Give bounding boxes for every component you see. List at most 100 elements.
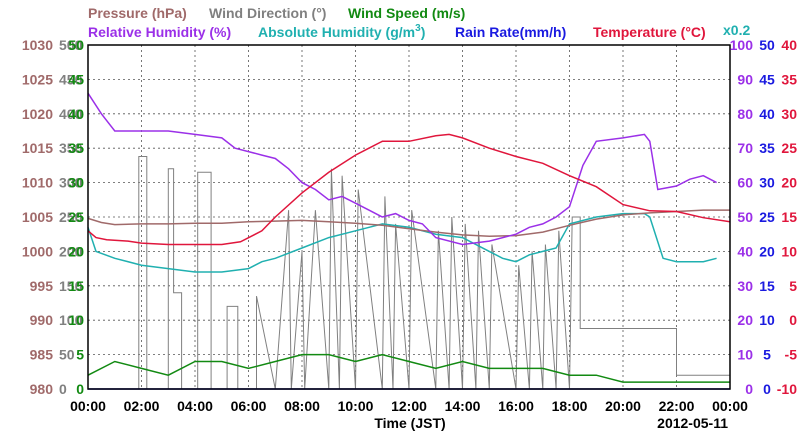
y-tick-temp: -10: [777, 381, 797, 397]
y-tick-wind_dir: 0: [59, 381, 67, 397]
y-tick-rain: 30: [759, 175, 775, 191]
y-tick-rain: 10: [759, 312, 775, 328]
y-tick-pressure: 1025: [22, 71, 53, 87]
series-rel_hum: [87, 92, 717, 246]
y-tick-wind_dir: 300: [59, 175, 83, 191]
y-tick-pressure: 1015: [22, 140, 53, 156]
y-tick-rain: 25: [759, 209, 775, 225]
plot-frame: [87, 44, 731, 390]
y-tick-pressure: 1020: [22, 106, 53, 122]
y-tick-temp: 10: [781, 243, 797, 259]
y-tick-wind_speed: 5: [76, 347, 84, 363]
y-tick-temp: 25: [781, 140, 797, 156]
y-tick-rel_hum: 10: [737, 347, 753, 363]
y-tick-wind_speed: 0: [76, 381, 84, 397]
y-tick-pressure: 1010: [22, 175, 53, 191]
y-tick-rel_hum: 20: [737, 312, 753, 328]
series-temp: [87, 133, 731, 246]
y-tick-rain: 40: [759, 106, 775, 122]
legend-rain-rate: Rain Rate(mm/h): [455, 24, 566, 40]
x-tick-label: 04:00: [177, 398, 213, 414]
series-wind_speed: [87, 353, 730, 383]
y-tick-pressure: 990: [30, 312, 54, 328]
x-tick-label: 14:00: [445, 398, 481, 414]
y-tick-wind_dir: 350: [59, 140, 83, 156]
y-tick-wind_speed: 15: [68, 278, 84, 294]
y-tick-rel_hum: 90: [737, 71, 753, 87]
y-tick-rel_hum: 30: [737, 278, 753, 294]
y-tick-wind_speed: 35: [68, 140, 84, 156]
y-tick-pressure: 980: [30, 381, 54, 397]
x-tick-label: 08:00: [284, 398, 320, 414]
y-tick-wind_dir: 500: [59, 37, 83, 53]
y-tick-wind_speed: 45: [68, 71, 84, 87]
legend-wind-speed: Wind Speed (m/s): [348, 5, 465, 21]
y-tick-temp: -5: [785, 347, 798, 363]
x-tick-label: 18:00: [552, 398, 588, 414]
y-tick-pressure: 1030: [22, 37, 53, 53]
legend-absolute-humidity-text: Absolute Humidity (g/m: [258, 24, 415, 40]
y-tick-wind_dir: 400: [59, 106, 83, 122]
y-tick-wind_speed: 20: [68, 243, 84, 259]
legend-wind-direction: Wind Direction (°): [209, 5, 326, 21]
x-tick-label: 20:00: [605, 398, 641, 414]
y-tick-rain: 15: [759, 278, 775, 294]
y-tick-pressure: 995: [30, 278, 54, 294]
x-tick-label: 16:00: [498, 398, 534, 414]
legend-pressure: Pressure (hPa): [88, 5, 187, 21]
y-tick-rain: 20: [759, 243, 775, 259]
x-tick-label: 02:00: [124, 398, 160, 414]
grid-lines: [88, 45, 730, 389]
y-tick-wind_speed: 10: [68, 312, 84, 328]
legend-relative-humidity: Relative Humidity (%): [88, 24, 231, 40]
y-tick-rel_hum: 50: [737, 209, 753, 225]
y-tick-wind_dir: 100: [59, 312, 83, 328]
x-axis-label: Time (JST): [374, 415, 445, 431]
y-tick-wind_speed: 40: [68, 106, 84, 122]
y-tick-wind_dir: 50: [59, 347, 75, 363]
y-tick-rel_hum: 40: [737, 243, 753, 259]
y-tick-temp: 30: [781, 106, 797, 122]
y-tick-rel_hum: 100: [730, 37, 754, 53]
y-tick-rain: 5: [763, 347, 771, 363]
legend-absolute-humidity: Absolute Humidity (g/m3): [258, 23, 425, 40]
y-tick-temp: 40: [781, 37, 797, 53]
y-tick-rain: 50: [759, 37, 775, 53]
y-tick-wind_dir: 200: [59, 243, 83, 259]
y-tick-temp: 5: [789, 278, 797, 294]
axis-ticks: 00:00 02:00 04:00 06:00 08:00 10:00 12:00 14:00…: [22, 37, 797, 414]
y-tick-rel_hum: 70: [737, 140, 753, 156]
legend-absolute-humidity-sup: 3: [415, 23, 421, 34]
date-label: 2012-05-11: [657, 415, 728, 431]
y-tick-wind_speed: 25: [68, 209, 84, 225]
y-tick-rel_hum: 60: [737, 175, 753, 191]
legend-temperature: Temperature (°C): [593, 24, 706, 40]
x-tick-label: 00:00: [70, 398, 106, 414]
y-tick-wind_dir: 150: [59, 278, 83, 294]
y-tick-wind_dir: 450: [59, 71, 83, 87]
x-tick-label: 00:00: [712, 398, 748, 414]
series-pressure: [87, 209, 730, 238]
y-tick-temp: 20: [781, 175, 797, 191]
y-tick-wind_speed: 30: [68, 175, 84, 191]
y-tick-rel_hum: 0: [745, 381, 753, 397]
series-abs_hum: [87, 212, 717, 273]
y-tick-wind_dir: 250: [59, 209, 83, 225]
y-tick-temp: 15: [781, 209, 797, 225]
y-tick-rel_hum: 80: [737, 106, 753, 122]
y-tick-rain: 35: [759, 140, 775, 156]
legend-absolute-humidity-scale: x0.2: [723, 22, 750, 38]
x-tick-label: 06:00: [231, 398, 267, 414]
y-tick-rain: 45: [759, 71, 775, 87]
y-tick-pressure: 985: [30, 347, 54, 363]
x-tick-label: 22:00: [659, 398, 695, 414]
y-tick-wind_speed: 50: [68, 37, 84, 53]
x-tick-label: 12:00: [391, 398, 427, 414]
y-tick-temp: 0: [789, 312, 797, 328]
y-tick-pressure: 1000: [22, 243, 53, 259]
y-tick-temp: 35: [781, 71, 797, 87]
y-tick-pressure: 1005: [22, 209, 53, 225]
legend-absolute-humidity-close: ): [421, 24, 426, 40]
x-tick-label: 10:00: [338, 398, 374, 414]
